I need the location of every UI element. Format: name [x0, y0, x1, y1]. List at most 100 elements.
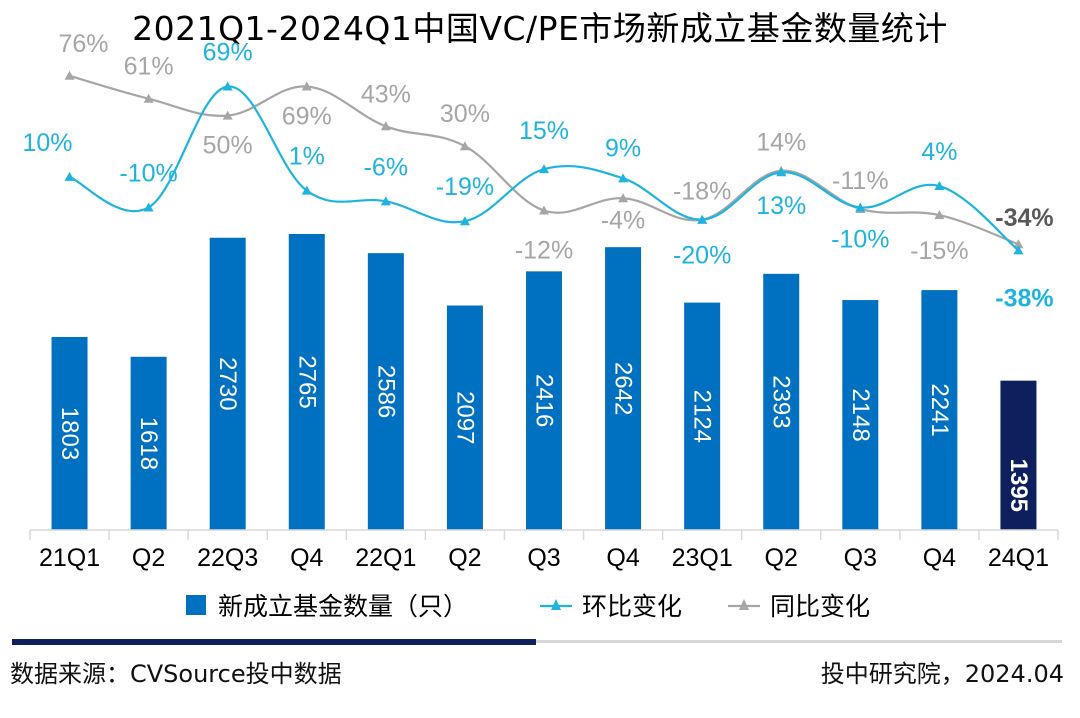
bar-1	[130, 356, 167, 530]
yoy-label-9: 14%	[756, 129, 806, 157]
bar-7	[605, 247, 642, 530]
yoy-label-5: 30%	[440, 100, 490, 128]
qoq-label-3: 1%	[289, 143, 325, 171]
bar-value-label-10: 2148	[847, 388, 874, 441]
legend-bar-swatch	[186, 595, 206, 615]
bar-9	[763, 273, 800, 530]
x-tick-label-11: Q4	[923, 544, 956, 572]
bar-value-label-2: 2730	[214, 357, 241, 410]
qoq-point-5	[459, 216, 470, 226]
qoq-label-9: 13%	[756, 192, 806, 220]
bar-value-label-4: 2586	[372, 365, 399, 418]
yoy-label-6: -12%	[515, 237, 573, 265]
qoq-label-11: 4%	[921, 138, 957, 166]
yoy-point-2	[222, 110, 233, 120]
bar-2	[209, 237, 246, 531]
x-tick-label-7: Q4	[606, 544, 639, 572]
yoy-point-3	[301, 81, 312, 91]
bars-layer	[51, 234, 1037, 531]
qoq-point-12	[1013, 245, 1024, 255]
qoq-point-7	[618, 173, 629, 183]
x-tick-label-12: 24Q1	[988, 544, 1049, 572]
bar-value-label-7: 2642	[610, 362, 637, 415]
x-tick-label-9: Q2	[765, 544, 798, 572]
yoy-line	[69, 74, 1019, 246]
footer-divider-dark	[12, 639, 536, 645]
bar-4	[367, 253, 404, 530]
yoy-point-0	[64, 70, 75, 80]
bar-value-label-0: 1803	[56, 407, 83, 460]
yoy-label-12: -34%	[995, 204, 1053, 232]
yoy-point-11	[934, 210, 945, 220]
x-tick-label-10: Q3	[844, 544, 877, 572]
yoy-label-3: 69%	[282, 102, 332, 130]
bar-value-label-3: 2765	[293, 355, 320, 408]
legend-bar-label: 新成立基金数量（只）	[218, 593, 468, 621]
qoq-point-2	[222, 81, 233, 91]
x-tick-label-2: 22Q3	[197, 544, 258, 572]
yoy-label-7: -4%	[601, 206, 645, 234]
qoq-point-0	[64, 171, 75, 181]
qoq-point-10	[855, 202, 866, 212]
qoq-point-1	[143, 202, 154, 212]
qoq-label-10: -10%	[831, 225, 889, 253]
bar-3	[288, 234, 325, 530]
bar-12	[1000, 380, 1037, 530]
legend-yoy-marker	[739, 599, 749, 610]
bar-10	[842, 300, 879, 530]
yoy-point-12	[1013, 239, 1024, 249]
yoy-label-1: 61%	[124, 53, 174, 81]
yoy-point-4	[380, 121, 391, 131]
bar-value-label-9: 2393	[768, 375, 795, 428]
x-axis: 21Q1 Q2 22Q3 Q4 22Q1 Q2 Q3 Q4 23Q1 Q2 Q3 Q4 24Q1	[29, 529, 1059, 572]
footer-org: 投中研究院，2024.04	[820, 660, 1064, 688]
bar-value-label-5: 2097	[451, 391, 478, 444]
footer-source: 数据来源：CVSource投中数据	[10, 660, 342, 688]
bar-8	[684, 302, 721, 530]
qoq-point-6	[539, 164, 549, 174]
chart: 1803 1618 2730 2765 2586 2097 2416 2642 2124 2393…	[23, 30, 1059, 621]
x-tick-label-4: 22Q1	[355, 544, 416, 572]
x-tick-label-6: Q3	[527, 544, 560, 572]
qoq-line-layer	[64, 81, 1024, 255]
qoq-label-4: -6%	[364, 153, 408, 181]
qoq-label-7: 9%	[605, 134, 641, 162]
yoy-point-5	[459, 141, 470, 151]
bar-value-label-11: 2241	[926, 383, 953, 436]
qoq-label-1: -10%	[119, 159, 177, 187]
qoq-labels-layer: 10% -10% 69% 1% -6% -19% 15% 9% -20% 13% -10% 4% -38…	[23, 38, 1054, 312]
yoy-point-7	[618, 193, 629, 203]
qoq-label-8: -20%	[673, 242, 731, 270]
yoy-label-11: -15%	[910, 237, 968, 265]
bar-value-label-1: 1618	[135, 417, 162, 470]
qoq-label-12: -38%	[995, 284, 1053, 312]
bar-11	[921, 290, 958, 530]
yoy-label-0: 76%	[59, 30, 109, 58]
legend-qoq-label: 环比变化	[582, 593, 682, 621]
yoy-point-1	[143, 93, 154, 103]
x-tick-label-8: 23Q1	[672, 544, 733, 572]
qoq-point-11	[934, 181, 945, 191]
x-tick-label-5: Q2	[448, 544, 481, 572]
yoy-label-10: -11%	[832, 167, 889, 195]
legend-qoq-marker	[551, 599, 561, 610]
bar-5	[446, 305, 483, 530]
chart-title: 2021Q1-2024Q1中国VC/PE市场新成立基金数量统计	[132, 9, 948, 48]
qoq-point-3	[301, 185, 312, 195]
qoq-label-5: -19%	[436, 173, 494, 201]
bar-0	[51, 336, 88, 530]
yoy-label-8: -18%	[673, 178, 731, 206]
qoq-label-2: 69%	[203, 38, 253, 66]
x-tick-label-0: 21Q1	[39, 544, 100, 572]
bar-value-label-12: 1395	[1005, 459, 1032, 512]
legend-yoy-label: 同比变化	[770, 593, 870, 621]
bar-value-label-6: 2416	[531, 374, 558, 427]
x-tick-label-3: Q4	[290, 544, 323, 572]
x-tick-label-1: Q2	[132, 544, 165, 572]
bar-6	[526, 271, 562, 530]
qoq-point-9	[776, 167, 787, 177]
yoy-point-6	[539, 205, 549, 215]
footer-divider-light	[536, 640, 1062, 643]
qoq-label-0: 10%	[23, 129, 73, 157]
legend: 新成立基金数量（只） 环比变化 同比变化	[186, 593, 870, 621]
